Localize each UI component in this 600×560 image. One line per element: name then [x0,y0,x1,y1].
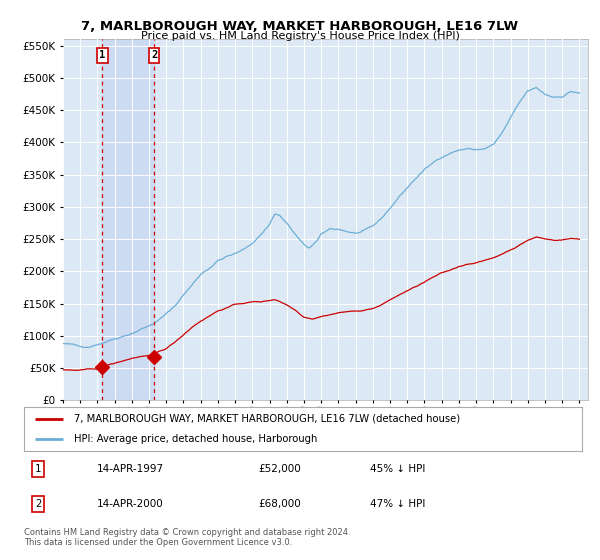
Text: 14-APR-2000: 14-APR-2000 [97,499,163,509]
Text: 1: 1 [99,50,106,60]
Text: 2: 2 [35,499,41,509]
Text: 7, MARLBOROUGH WAY, MARKET HARBOROUGH, LE16 7LW: 7, MARLBOROUGH WAY, MARKET HARBOROUGH, L… [82,20,518,32]
Text: £52,000: £52,000 [259,464,301,474]
Bar [103,39,154,400]
Text: Contains HM Land Registry data © Crown copyright and database right 2024.
This d: Contains HM Land Registry data © Crown c… [24,528,350,547]
Text: 47% ↓ HPI: 47% ↓ HPI [370,499,425,509]
Text: 1: 1 [35,464,41,474]
Text: Price paid vs. HM Land Registry's House Price Index (HPI): Price paid vs. HM Land Registry's House … [140,31,460,41]
Text: 2: 2 [151,50,157,60]
Text: £68,000: £68,000 [259,499,301,509]
Text: 14-APR-1997: 14-APR-1997 [97,464,164,474]
Text: HPI: Average price, detached house, Harborough: HPI: Average price, detached house, Harb… [74,434,317,444]
Text: 45% ↓ HPI: 45% ↓ HPI [370,464,425,474]
Text: 7, MARLBOROUGH WAY, MARKET HARBOROUGH, LE16 7LW (detached house): 7, MARLBOROUGH WAY, MARKET HARBOROUGH, L… [74,414,460,424]
